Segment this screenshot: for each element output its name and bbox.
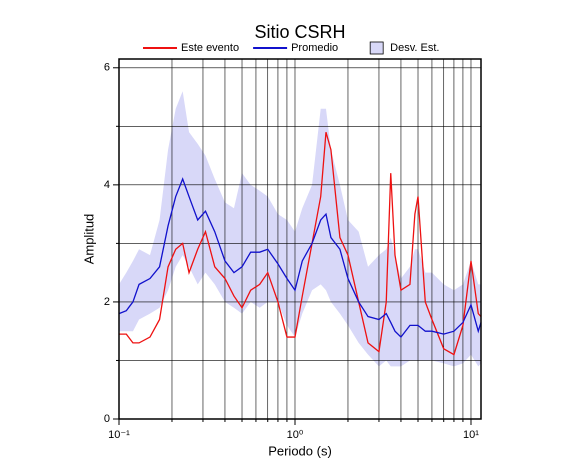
x-tick-label: 10⁻¹ <box>108 429 130 441</box>
legend-label: Promedio <box>291 42 338 54</box>
y-tick-label: 4 <box>104 179 110 191</box>
plot-frame <box>118 58 482 420</box>
legend-swatch <box>369 41 384 55</box>
y-axis-label: Amplitud <box>81 214 96 265</box>
x-tick-label: 10⁰ <box>287 429 304 441</box>
x-axis-label: Periodo (s) <box>268 443 332 458</box>
chart-title: Sitio CSRH <box>254 22 345 42</box>
legend-label: Desv. Est. <box>390 42 439 54</box>
x-tick-label: 10¹ <box>463 429 479 441</box>
y-tick-label: 6 <box>104 62 110 74</box>
y-tick-label: 0 <box>104 413 110 425</box>
y-tick-label: 2 <box>104 296 110 308</box>
std-band <box>119 91 481 367</box>
series-line <box>118 177 482 339</box>
legend-label: Este evento <box>181 42 239 54</box>
